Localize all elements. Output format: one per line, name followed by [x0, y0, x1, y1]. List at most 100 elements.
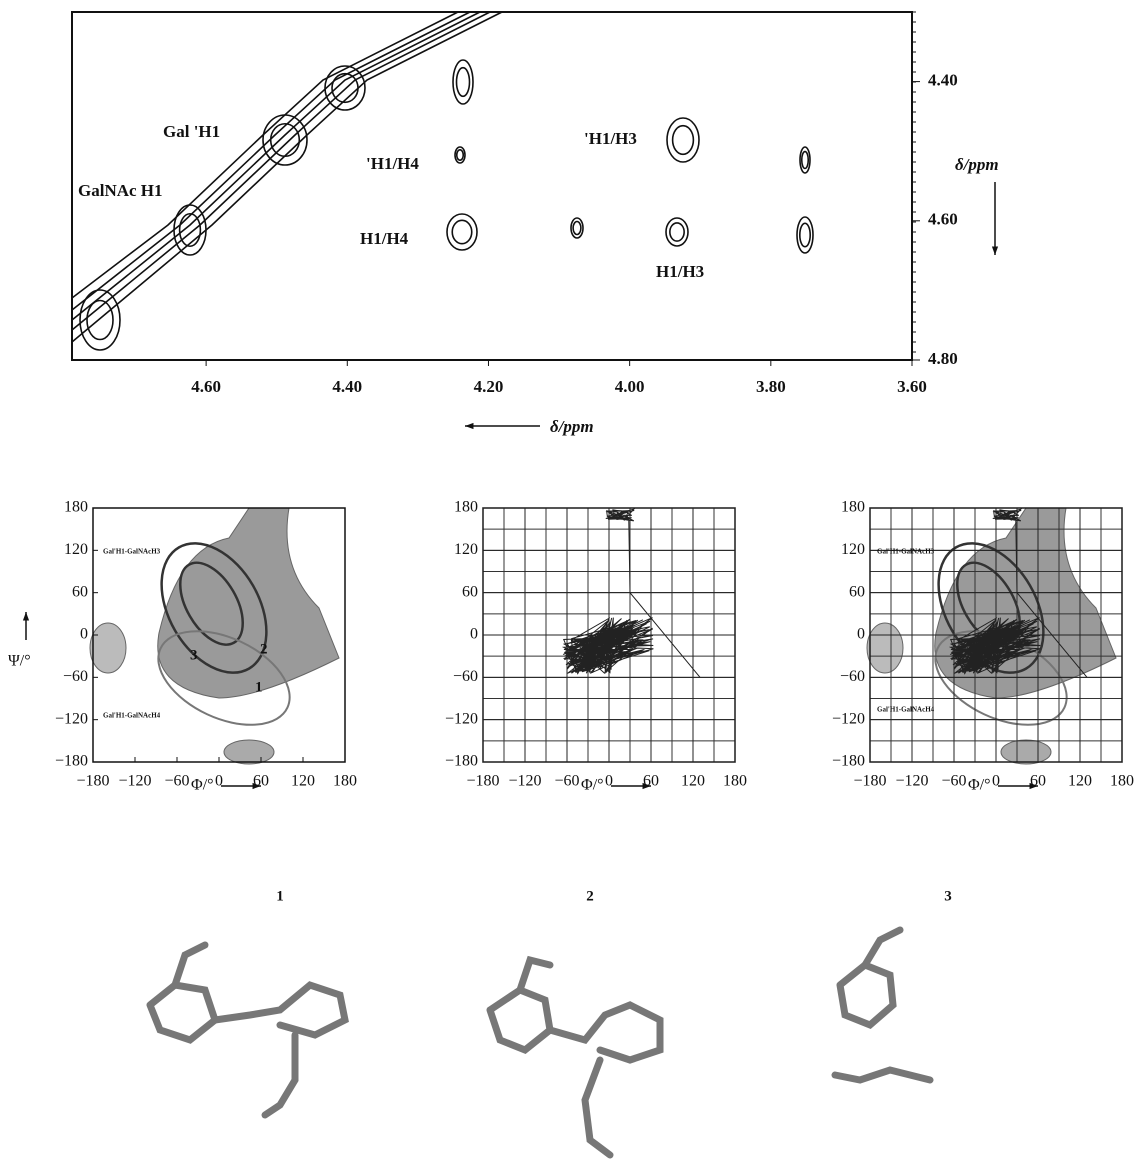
y-tick-label: −180: [55, 753, 88, 770]
x-tick-label: 4.20: [474, 377, 504, 396]
peak-label: GalNAc H1: [78, 181, 163, 200]
x-tick-label: −120: [118, 773, 151, 790]
x-tick-label: −120: [895, 773, 928, 790]
x-tick-label: 120: [291, 773, 315, 790]
peak-label: 'H1/H3: [584, 129, 637, 148]
x-axis-label: δ/ppm: [550, 417, 594, 436]
peak: [573, 222, 581, 235]
structure-label: 3: [944, 888, 952, 904]
molecules: [150, 930, 930, 1155]
y-tick-label: −120: [445, 710, 478, 727]
x-tick-label: 180: [1110, 773, 1134, 790]
peak-label: H1/H4: [360, 229, 409, 248]
x-tick-label: −180: [76, 773, 109, 790]
diagonal-contour: [72, 12, 502, 342]
arrow-head: [465, 423, 473, 429]
ring: [840, 965, 893, 1025]
peak: [452, 220, 472, 243]
bond: [835, 1070, 930, 1080]
spectrum: 4.604.404.204.003.803.604.404.604.80δ/pp…: [72, 12, 999, 436]
map-panel: −180−120−60060120180−180−120−60060120180…: [8, 499, 357, 794]
map-annotation: Gal'H1-GalNAcH3: [877, 548, 935, 556]
x-tick-label: 180: [723, 773, 747, 790]
side-region: [90, 623, 126, 673]
peak-label: H1/H3: [656, 262, 704, 281]
y-tick-label: −60: [840, 668, 865, 685]
x-tick-label: 120: [1068, 773, 1092, 790]
x-tick-label: −60: [554, 773, 579, 790]
x-tick-label: 0: [992, 773, 1000, 790]
side-region: [867, 623, 903, 673]
contours: [72, 12, 813, 350]
y-axis-label: Ψ/°: [8, 653, 31, 670]
map-annotation: 1: [255, 679, 263, 695]
map-annotation: 2: [260, 641, 268, 657]
peak: [670, 223, 684, 241]
y-tick-label: 180: [64, 499, 88, 516]
peak: [271, 124, 300, 157]
peak: [80, 290, 120, 350]
x-tick-label: −60: [164, 773, 189, 790]
y-tick-label: −180: [445, 753, 478, 770]
bond: [265, 1035, 295, 1115]
peak: [457, 68, 470, 97]
y-tick-label: −120: [832, 710, 865, 727]
y-tick-label: −60: [63, 668, 88, 685]
y-axis-label: δ/ppm: [955, 155, 999, 174]
x-tick-label: 3.80: [756, 377, 786, 396]
ring: [865, 930, 900, 965]
x-tick-label: −180: [853, 773, 886, 790]
arrow-head: [992, 247, 998, 255]
x-tick-label: 120: [681, 773, 705, 790]
peak: [673, 126, 694, 155]
x-tick-label: 180: [333, 773, 357, 790]
peak-label: 'H1/H4: [366, 154, 419, 173]
bond: [520, 960, 550, 990]
x-tick-label: −120: [508, 773, 541, 790]
y-tick-label: 0: [857, 626, 865, 643]
y-tick-label: 120: [454, 541, 478, 558]
y-tick-label: −180: [832, 753, 865, 770]
y-tick-label: 60: [462, 583, 478, 600]
y-tick-label: 120: [841, 541, 865, 558]
peak: [802, 152, 809, 169]
y-tick-label: −60: [453, 668, 478, 685]
y-tick-label: 0: [470, 626, 478, 643]
x-axis-label: Φ/°: [191, 777, 214, 794]
x-tick-label: 4.40: [332, 377, 362, 396]
map-annotation: Gal'H1-GalNAcH4: [103, 712, 161, 720]
x-axis-label: Φ/°: [968, 777, 991, 794]
y-tick-label: 4.60: [928, 210, 958, 229]
y-tick-label: 60: [72, 583, 88, 600]
arrow-head: [23, 612, 29, 620]
y-tick-label: −120: [55, 710, 88, 727]
frame: [72, 12, 912, 360]
peak: [457, 150, 464, 160]
map-annotation: Gal'H1-GalNAcH3: [103, 548, 161, 556]
y-tick-label: 120: [64, 541, 88, 558]
x-tick-label: −60: [941, 773, 966, 790]
ring: [150, 985, 215, 1040]
peak-label: Gal 'H1: [163, 122, 220, 141]
x-axis-label: Φ/°: [581, 777, 604, 794]
map-annotation: Gal'H1-GalNAcH4: [877, 706, 935, 714]
side-region: [224, 740, 274, 764]
x-tick-label: 3.60: [897, 377, 927, 396]
x-tick-label: 0: [605, 773, 613, 790]
figure: 4.604.404.204.003.803.604.404.604.80δ/pp…: [0, 0, 1144, 1169]
structure-label: 1: [276, 888, 284, 904]
energy-map: [90, 508, 339, 764]
ring: [550, 1005, 660, 1060]
x-tick-label: 4.60: [191, 377, 221, 396]
bond: [585, 1060, 610, 1155]
ring: [490, 990, 550, 1050]
trajectory: [563, 618, 653, 674]
y-tick-label: 4.40: [928, 71, 958, 90]
x-tick-label: 0: [215, 773, 223, 790]
bond: [175, 945, 205, 985]
peak: [800, 223, 810, 246]
map-annotation: 3: [190, 647, 198, 663]
y-tick-label: 180: [841, 499, 865, 516]
